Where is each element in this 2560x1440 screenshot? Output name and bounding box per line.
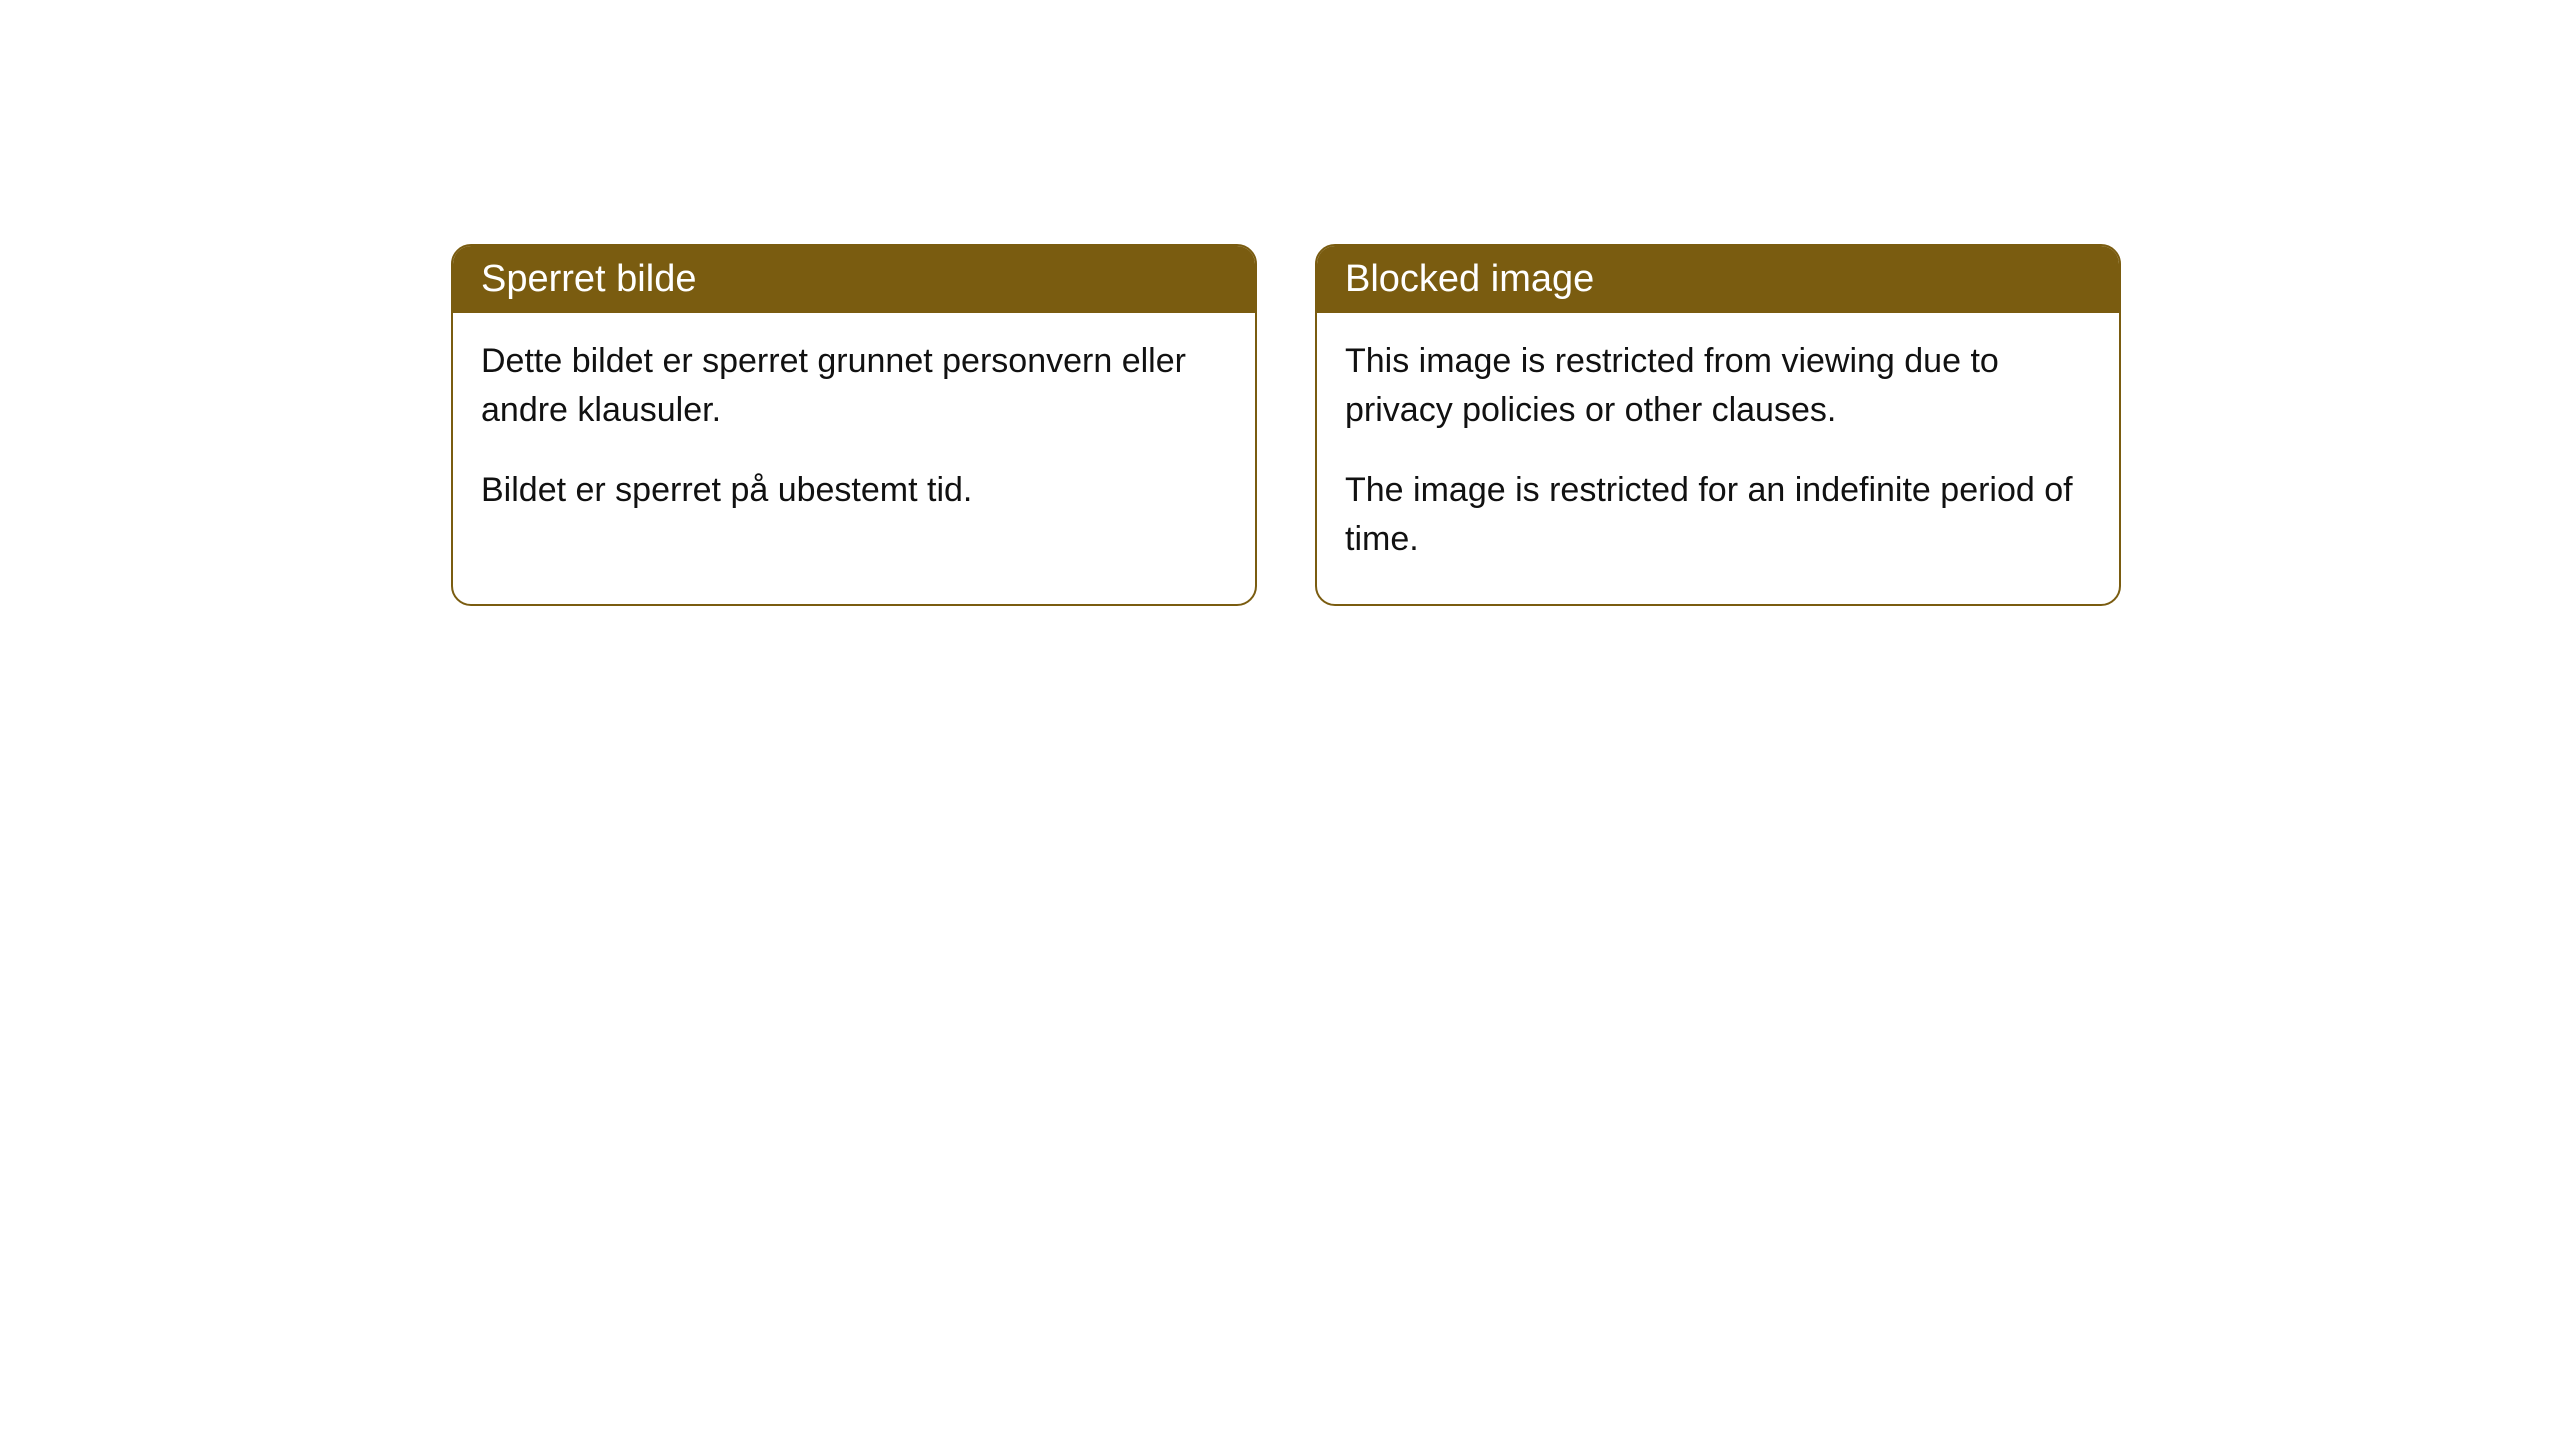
notice-card-norwegian: Sperret bilde Dette bildet er sperret gr… xyxy=(451,244,1257,606)
card-header: Blocked image xyxy=(1317,246,2119,313)
card-paragraph: Bildet er sperret på ubestemt tid. xyxy=(481,466,1227,515)
card-body: This image is restricted from viewing du… xyxy=(1317,313,2119,604)
card-paragraph: This image is restricted from viewing du… xyxy=(1345,337,2091,436)
card-paragraph: Dette bildet er sperret grunnet personve… xyxy=(481,337,1227,436)
card-title: Blocked image xyxy=(1345,258,1594,300)
notice-cards-container: Sperret bilde Dette bildet er sperret gr… xyxy=(451,244,2121,606)
card-title: Sperret bilde xyxy=(481,258,696,300)
notice-card-english: Blocked image This image is restricted f… xyxy=(1315,244,2121,606)
card-body: Dette bildet er sperret grunnet personve… xyxy=(453,313,1255,555)
card-paragraph: The image is restricted for an indefinit… xyxy=(1345,466,2091,565)
card-header: Sperret bilde xyxy=(453,246,1255,313)
